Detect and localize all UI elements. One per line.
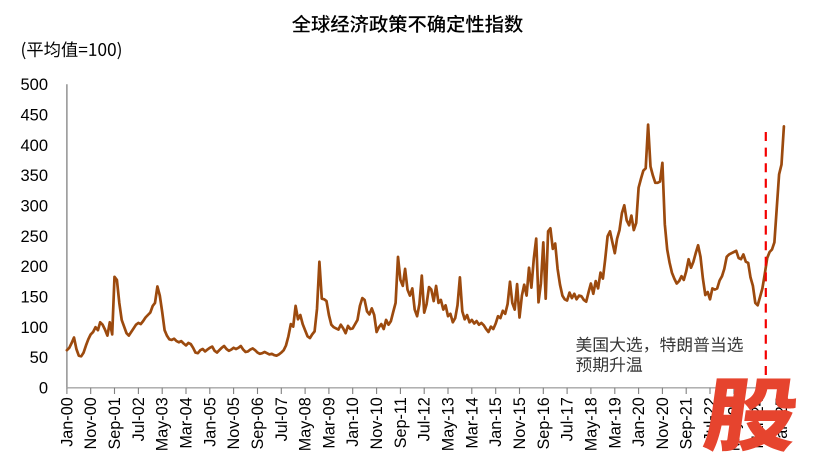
- svg-text:Nov-15: Nov-15: [511, 397, 529, 449]
- svg-text:250: 250: [20, 228, 48, 246]
- svg-text:Jan-05: Jan-05: [201, 397, 219, 447]
- svg-text:400: 400: [20, 137, 48, 155]
- svg-text:Sep-11: Sep-11: [392, 397, 410, 448]
- svg-text:May-03: May-03: [154, 397, 172, 451]
- svg-text:Sep-16: Sep-16: [535, 397, 553, 449]
- svg-text:Sep-06: Sep-06: [249, 397, 267, 449]
- svg-text:350: 350: [20, 167, 48, 185]
- svg-text:Jan-15: Jan-15: [487, 397, 505, 447]
- svg-text:Jan-00: Jan-00: [58, 397, 76, 447]
- svg-text:May-08: May-08: [297, 397, 315, 451]
- svg-text:Mar-19: Mar-19: [606, 397, 624, 448]
- svg-text:Jul-02: Jul-02: [130, 397, 148, 441]
- svg-text:Jul-17: Jul-17: [559, 397, 577, 441]
- svg-text:Sep-21: Sep-21: [678, 397, 696, 449]
- svg-text:Mar-14: Mar-14: [463, 397, 481, 448]
- svg-text:0: 0: [39, 379, 48, 397]
- svg-text:Jul-12: Jul-12: [416, 397, 434, 441]
- svg-text:50: 50: [30, 349, 48, 367]
- svg-text:May-13: May-13: [440, 397, 458, 451]
- svg-text:450: 450: [20, 107, 48, 125]
- svg-text:300: 300: [20, 198, 48, 216]
- svg-text:Jan-10: Jan-10: [344, 397, 362, 447]
- svg-text:500: 500: [20, 76, 48, 94]
- svg-text:Sep-01: Sep-01: [106, 397, 124, 449]
- svg-text:200: 200: [20, 258, 48, 276]
- svg-text:Nov-05: Nov-05: [225, 397, 243, 449]
- svg-text:Jan-20: Jan-20: [630, 397, 648, 447]
- svg-text:Mar-09: Mar-09: [320, 397, 338, 448]
- svg-text:Nov-00: Nov-00: [82, 397, 100, 449]
- svg-text:Nov-20: Nov-20: [654, 397, 672, 449]
- svg-text:100: 100: [20, 319, 48, 337]
- svg-text:150: 150: [20, 288, 48, 306]
- svg-text:Jul-07: Jul-07: [273, 397, 291, 441]
- svg-text:Nov-10: Nov-10: [368, 397, 386, 449]
- svg-text:Mar-04: Mar-04: [178, 397, 196, 448]
- svg-text:May-18: May-18: [582, 397, 600, 451]
